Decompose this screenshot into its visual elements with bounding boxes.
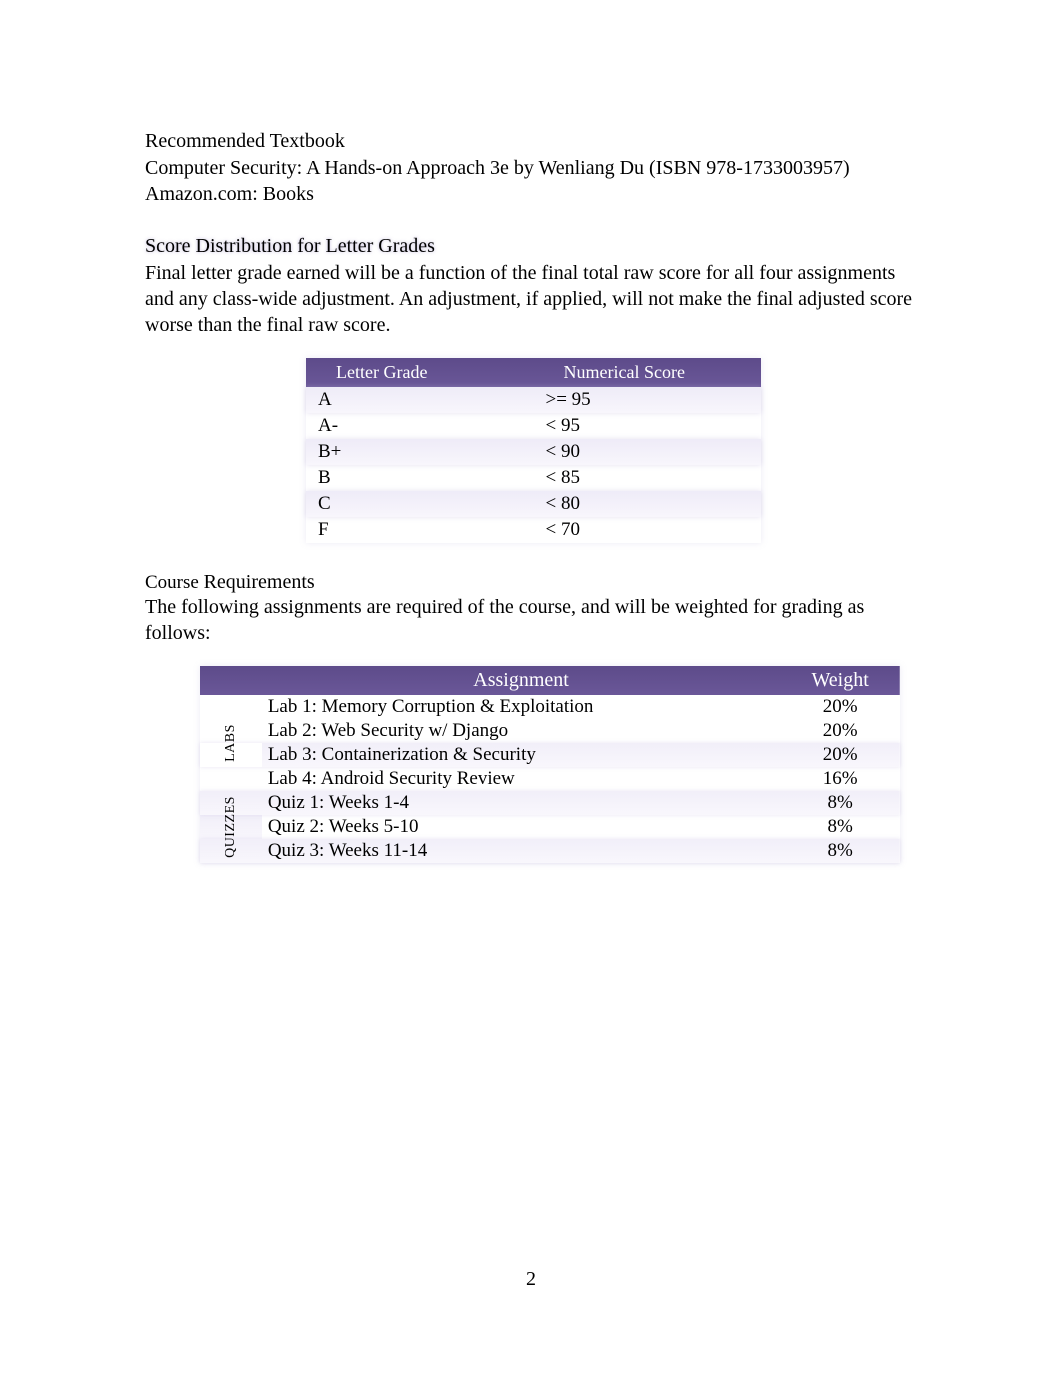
grade-table-header-row: Letter Grade Numerical Score <box>306 358 761 387</box>
grade-header-letter: Letter Grade <box>306 358 534 387</box>
requirements-heading-b: Requirements <box>204 571 315 593</box>
score-distribution-section: Score Distribution for Letter Grades Fin… <box>145 235 922 338</box>
score-heading: Score Distribution for Letter Grades <box>145 235 922 258</box>
assignment-weight-cell: 8% <box>780 791 900 815</box>
assignment-weight-cell: 20% <box>780 695 900 719</box>
grade-score-cell: < 95 <box>534 413 762 439</box>
grade-letter-cell: A- <box>306 413 534 439</box>
group-label-cell: LABS <box>200 695 262 791</box>
assignment-name-cell: Quiz 3: Weeks 11-14 <box>262 839 780 863</box>
requirements-body: The following assignments are required o… <box>145 594 922 646</box>
assignments-header-weight: Weight <box>780 666 900 695</box>
assignments-header-assignment: Assignment <box>262 666 780 695</box>
grade-row: B+< 90 <box>306 439 761 465</box>
assignment-row: Quiz 3: Weeks 11-148% <box>200 839 900 863</box>
requirements-heading: Course Requirements <box>145 571 922 594</box>
assignment-name-cell: Lab 2: Web Security w/ Django <box>262 719 780 743</box>
assignment-row: Lab 3: Containerization & Security20% <box>200 743 900 767</box>
grade-score-cell: >= 95 <box>534 387 762 413</box>
assignment-weight-cell: 20% <box>780 743 900 767</box>
grade-letter-cell: C <box>306 491 534 517</box>
grade-letter-cell: F <box>306 517 534 543</box>
assignment-row: Lab 2: Web Security w/ Django20% <box>200 719 900 743</box>
assignment-weight-cell: 20% <box>780 719 900 743</box>
assignments-table: Assignment Weight LABSLab 1: Memory Corr… <box>200 666 900 863</box>
grade-row: B< 85 <box>306 465 761 491</box>
textbook-section: Recommended Textbook Computer Security: … <box>145 130 922 207</box>
grade-header-score: Numerical Score <box>534 358 762 387</box>
grade-row: C< 80 <box>306 491 761 517</box>
grade-score-cell: < 85 <box>534 465 762 491</box>
assignment-row: LABSLab 1: Memory Corruption & Exploitat… <box>200 695 900 719</box>
textbook-line1: Computer Security: A Hands-on Approach 3… <box>145 155 922 181</box>
group-label-cell: QUIZZES <box>200 791 262 863</box>
group-label-text: LABS <box>223 712 239 774</box>
assignment-row: Lab 4: Android Security Review16% <box>200 767 900 791</box>
score-body: Final letter grade earned will be a func… <box>145 260 922 338</box>
assignment-name-cell: Lab 1: Memory Corruption & Exploitation <box>262 695 780 719</box>
assignments-table-wrap: Assignment Weight LABSLab 1: Memory Corr… <box>200 666 900 863</box>
grade-score-cell: < 70 <box>534 517 762 543</box>
assignment-name-cell: Lab 3: Containerization & Security <box>262 743 780 767</box>
assignments-header-row: Assignment Weight <box>200 666 900 695</box>
textbook-line2: Amazon.com: Books <box>145 181 922 207</box>
grade-table: Letter Grade Numerical Score A>= 95A-< 9… <box>306 358 761 543</box>
page-number: 2 <box>0 1268 1062 1291</box>
requirements-heading-a: Course <box>145 572 204 593</box>
assignment-row: Quiz 2: Weeks 5-108% <box>200 815 900 839</box>
assignment-row: QUIZZESQuiz 1: Weeks 1-48% <box>200 791 900 815</box>
assignment-name-cell: Quiz 1: Weeks 1-4 <box>262 791 780 815</box>
grade-row: F< 70 <box>306 517 761 543</box>
grade-letter-cell: B+ <box>306 439 534 465</box>
assignment-weight-cell: 8% <box>780 839 900 863</box>
assignment-name-cell: Lab 4: Android Security Review <box>262 767 780 791</box>
assignments-header-spacer <box>200 666 262 695</box>
requirements-section: Course Requirements The following assign… <box>145 571 922 646</box>
textbook-heading: Recommended Textbook <box>145 130 922 153</box>
grade-score-cell: < 80 <box>534 491 762 517</box>
group-label-text: QUIZZES <box>223 796 239 858</box>
assignment-weight-cell: 8% <box>780 815 900 839</box>
grade-row: A>= 95 <box>306 387 761 413</box>
grade-letter-cell: B <box>306 465 534 491</box>
assignment-weight-cell: 16% <box>780 767 900 791</box>
grade-row: A-< 95 <box>306 413 761 439</box>
grade-score-cell: < 90 <box>534 439 762 465</box>
grade-letter-cell: A <box>306 387 534 413</box>
assignment-name-cell: Quiz 2: Weeks 5-10 <box>262 815 780 839</box>
